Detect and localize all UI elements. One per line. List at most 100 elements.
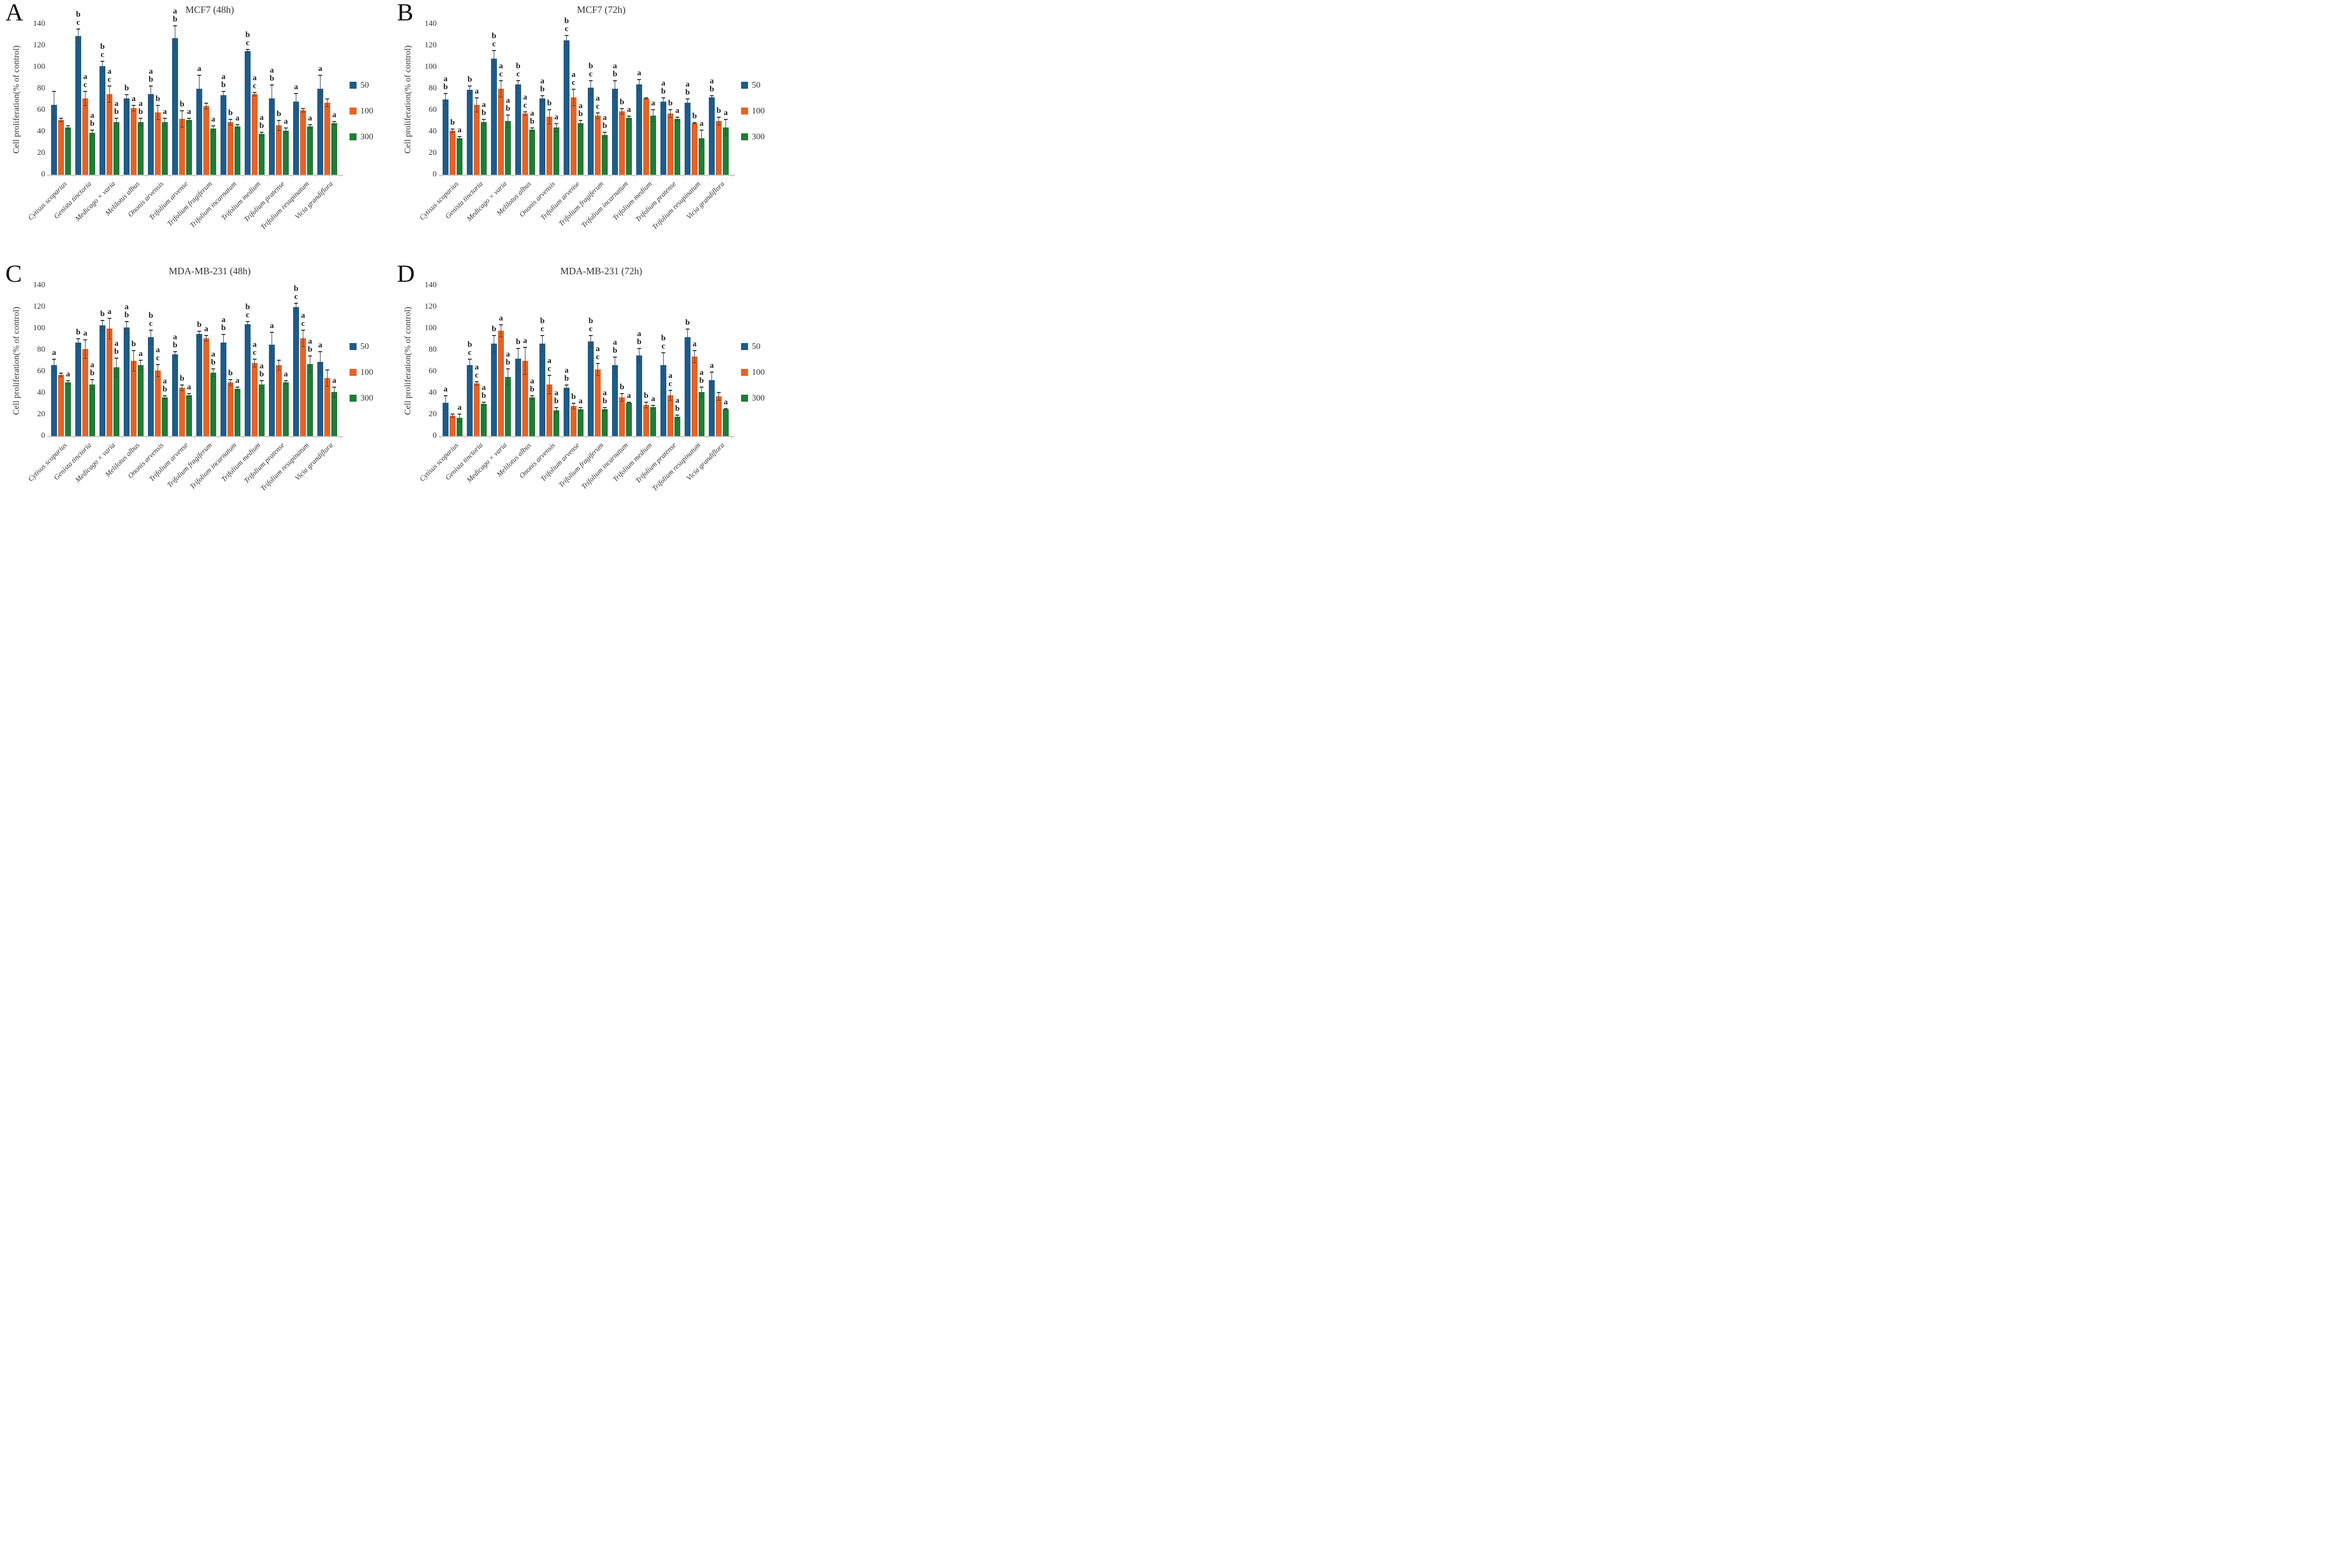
error-bar-cap-bottom bbox=[475, 111, 479, 112]
significance-letters: a bbox=[107, 308, 112, 316]
error-bar-cap-top bbox=[499, 324, 503, 325]
bar-C-100-0 bbox=[58, 375, 64, 436]
error-bar bbox=[694, 350, 695, 363]
error-bar-cap-top bbox=[579, 407, 582, 408]
legend-label: 100 bbox=[752, 368, 765, 377]
bar-C-300-6 bbox=[210, 373, 216, 436]
bar-C-100-5 bbox=[179, 388, 185, 436]
error-bar-cap-bottom bbox=[318, 102, 322, 103]
bar-B-300-11 bbox=[723, 127, 729, 175]
y-tick-label: 0 bbox=[432, 431, 437, 440]
legend-item-50: 50 bbox=[741, 342, 779, 351]
error-bar-cap-top bbox=[458, 414, 461, 415]
error-bar bbox=[205, 103, 207, 109]
significance-letters: a bbox=[283, 117, 288, 126]
error-bar-cap-top bbox=[516, 348, 520, 349]
bar-D-100-3 bbox=[522, 361, 528, 436]
error-bar-cap-bottom bbox=[482, 124, 486, 125]
error-bar-cap-bottom bbox=[253, 95, 257, 96]
error-bar-cap-bottom bbox=[197, 336, 201, 337]
error-bar-cap-top bbox=[451, 129, 454, 130]
error-bar bbox=[556, 407, 557, 414]
y-tick-label: 0 bbox=[41, 170, 46, 179]
error-bar-cap-bottom bbox=[325, 386, 329, 387]
bar-D-50-8 bbox=[636, 355, 642, 436]
error-bar-cap-bottom bbox=[530, 131, 534, 132]
significance-letters: a bbox=[332, 376, 337, 385]
bar-D-50-9 bbox=[660, 365, 666, 436]
legend-swatch-50 bbox=[350, 82, 357, 89]
x-axis-tick bbox=[465, 175, 466, 177]
error-bar bbox=[500, 80, 502, 97]
error-bar-cap-bottom bbox=[332, 396, 336, 397]
significance-letters: b bbox=[516, 338, 521, 346]
legend-swatch-50 bbox=[350, 343, 357, 350]
error-bar-cap-top bbox=[620, 108, 624, 109]
error-bar bbox=[126, 321, 127, 334]
significance-letters: a bbox=[162, 108, 167, 116]
error-bar bbox=[549, 109, 550, 124]
bar-D-300-7 bbox=[626, 403, 632, 436]
error-bar-cap-bottom bbox=[724, 135, 728, 136]
error-bar-cap-bottom bbox=[579, 125, 582, 126]
error-bar-cap-top bbox=[294, 93, 298, 94]
error-bar-cap-top bbox=[66, 380, 70, 381]
error-bar bbox=[573, 89, 574, 106]
error-bar bbox=[116, 118, 117, 126]
error-bar-cap-bottom bbox=[661, 377, 665, 378]
error-bar-cap-top bbox=[101, 61, 104, 62]
error-bar-cap-top bbox=[101, 320, 104, 321]
error-bar-cap-bottom bbox=[284, 133, 288, 134]
significance-letters: a bbox=[578, 397, 583, 405]
error-bar-cap-bottom bbox=[270, 111, 274, 112]
y-tick-label: 140 bbox=[33, 19, 46, 28]
error-bar-cap-top bbox=[318, 351, 322, 352]
legend-label: 50 bbox=[752, 342, 760, 351]
category-label-text: Vicia grandiflora bbox=[293, 180, 335, 221]
bar-B-100-8 bbox=[643, 98, 649, 175]
category-label-text: Vicia grandiflora bbox=[685, 180, 727, 221]
error-bar-cap-bottom bbox=[458, 421, 461, 422]
error-bar bbox=[493, 50, 495, 67]
error-bar-cap-top bbox=[301, 108, 305, 109]
error-bar bbox=[212, 125, 214, 132]
error-bar-cap-top bbox=[325, 98, 329, 99]
x-axis-tick bbox=[267, 436, 268, 439]
y-tick-label: 140 bbox=[33, 281, 46, 289]
significance-letters: a bbox=[66, 370, 70, 379]
bar-D-100-8 bbox=[643, 405, 649, 436]
error-bar-cap-top bbox=[554, 123, 558, 124]
error-bar-cap-top bbox=[523, 347, 527, 348]
error-bar bbox=[445, 395, 446, 410]
bar-A-100-4 bbox=[155, 112, 161, 175]
error-bar-cap-top bbox=[693, 122, 696, 123]
panel-letter-C: C bbox=[5, 260, 22, 287]
legend-item-300: 300 bbox=[741, 394, 779, 403]
error-bar bbox=[614, 357, 616, 374]
error-bar-cap-top bbox=[246, 49, 250, 50]
significance-letters: a bbox=[131, 95, 136, 103]
x-axis-tick bbox=[146, 436, 147, 439]
error-bar bbox=[483, 119, 485, 125]
error-bar bbox=[261, 132, 262, 136]
bar-B-50-3 bbox=[515, 84, 521, 175]
error-bar-cap-bottom bbox=[52, 118, 56, 119]
error-bar bbox=[597, 363, 599, 376]
legend-item-300: 300 bbox=[741, 132, 779, 141]
error-bar-cap-top bbox=[475, 97, 479, 98]
error-bar-cap-bottom bbox=[492, 351, 496, 352]
bar-C-300-10 bbox=[307, 364, 313, 436]
chart-C: 0 20 40 60 80 100 120 140 Cell proliferation(% o… bbox=[0, 261, 392, 523]
x-axis-tick bbox=[170, 175, 171, 177]
error-bar-cap-top bbox=[229, 379, 232, 380]
error-bar-cap-top bbox=[603, 407, 607, 408]
legend-label: 100 bbox=[360, 106, 373, 116]
error-bar-cap-bottom bbox=[620, 113, 624, 115]
legend-swatch-300 bbox=[350, 133, 357, 140]
